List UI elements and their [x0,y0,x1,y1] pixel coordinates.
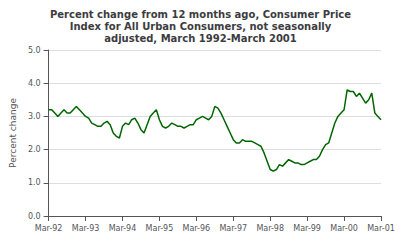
svg-text:Mar-93: Mar-93 [72,224,100,233]
svg-text:Mar-98: Mar-98 [256,224,284,233]
svg-text:Mar-94: Mar-94 [109,224,137,233]
svg-text:Mar-00: Mar-00 [330,224,358,233]
svg-text:Percent change: Percent change [8,98,18,168]
svg-text:adjusted, March 1992-March 200: adjusted, March 1992-March 2001 [104,33,297,44]
svg-text:4.0: 4.0 [28,79,41,88]
svg-text:Mar-96: Mar-96 [183,224,211,233]
svg-text:2.0: 2.0 [28,145,41,154]
svg-text:Index for All Urban Consumers,: Index for All Urban Consumers, not seaso… [70,21,332,32]
svg-text:3.0: 3.0 [28,112,41,121]
svg-text:Mar-92: Mar-92 [35,224,63,233]
svg-text:1.0: 1.0 [28,178,41,187]
svg-text:Mar-99: Mar-99 [293,224,321,233]
svg-text:Mar-95: Mar-95 [146,224,174,233]
svg-text:Mar-97: Mar-97 [219,224,247,233]
svg-text:Percent change from 12 months: Percent change from 12 months ago, Consu… [50,9,351,20]
svg-text:Mar-01: Mar-01 [367,224,395,233]
svg-text:5.0: 5.0 [28,46,41,55]
svg-text:0.0: 0.0 [28,212,41,221]
